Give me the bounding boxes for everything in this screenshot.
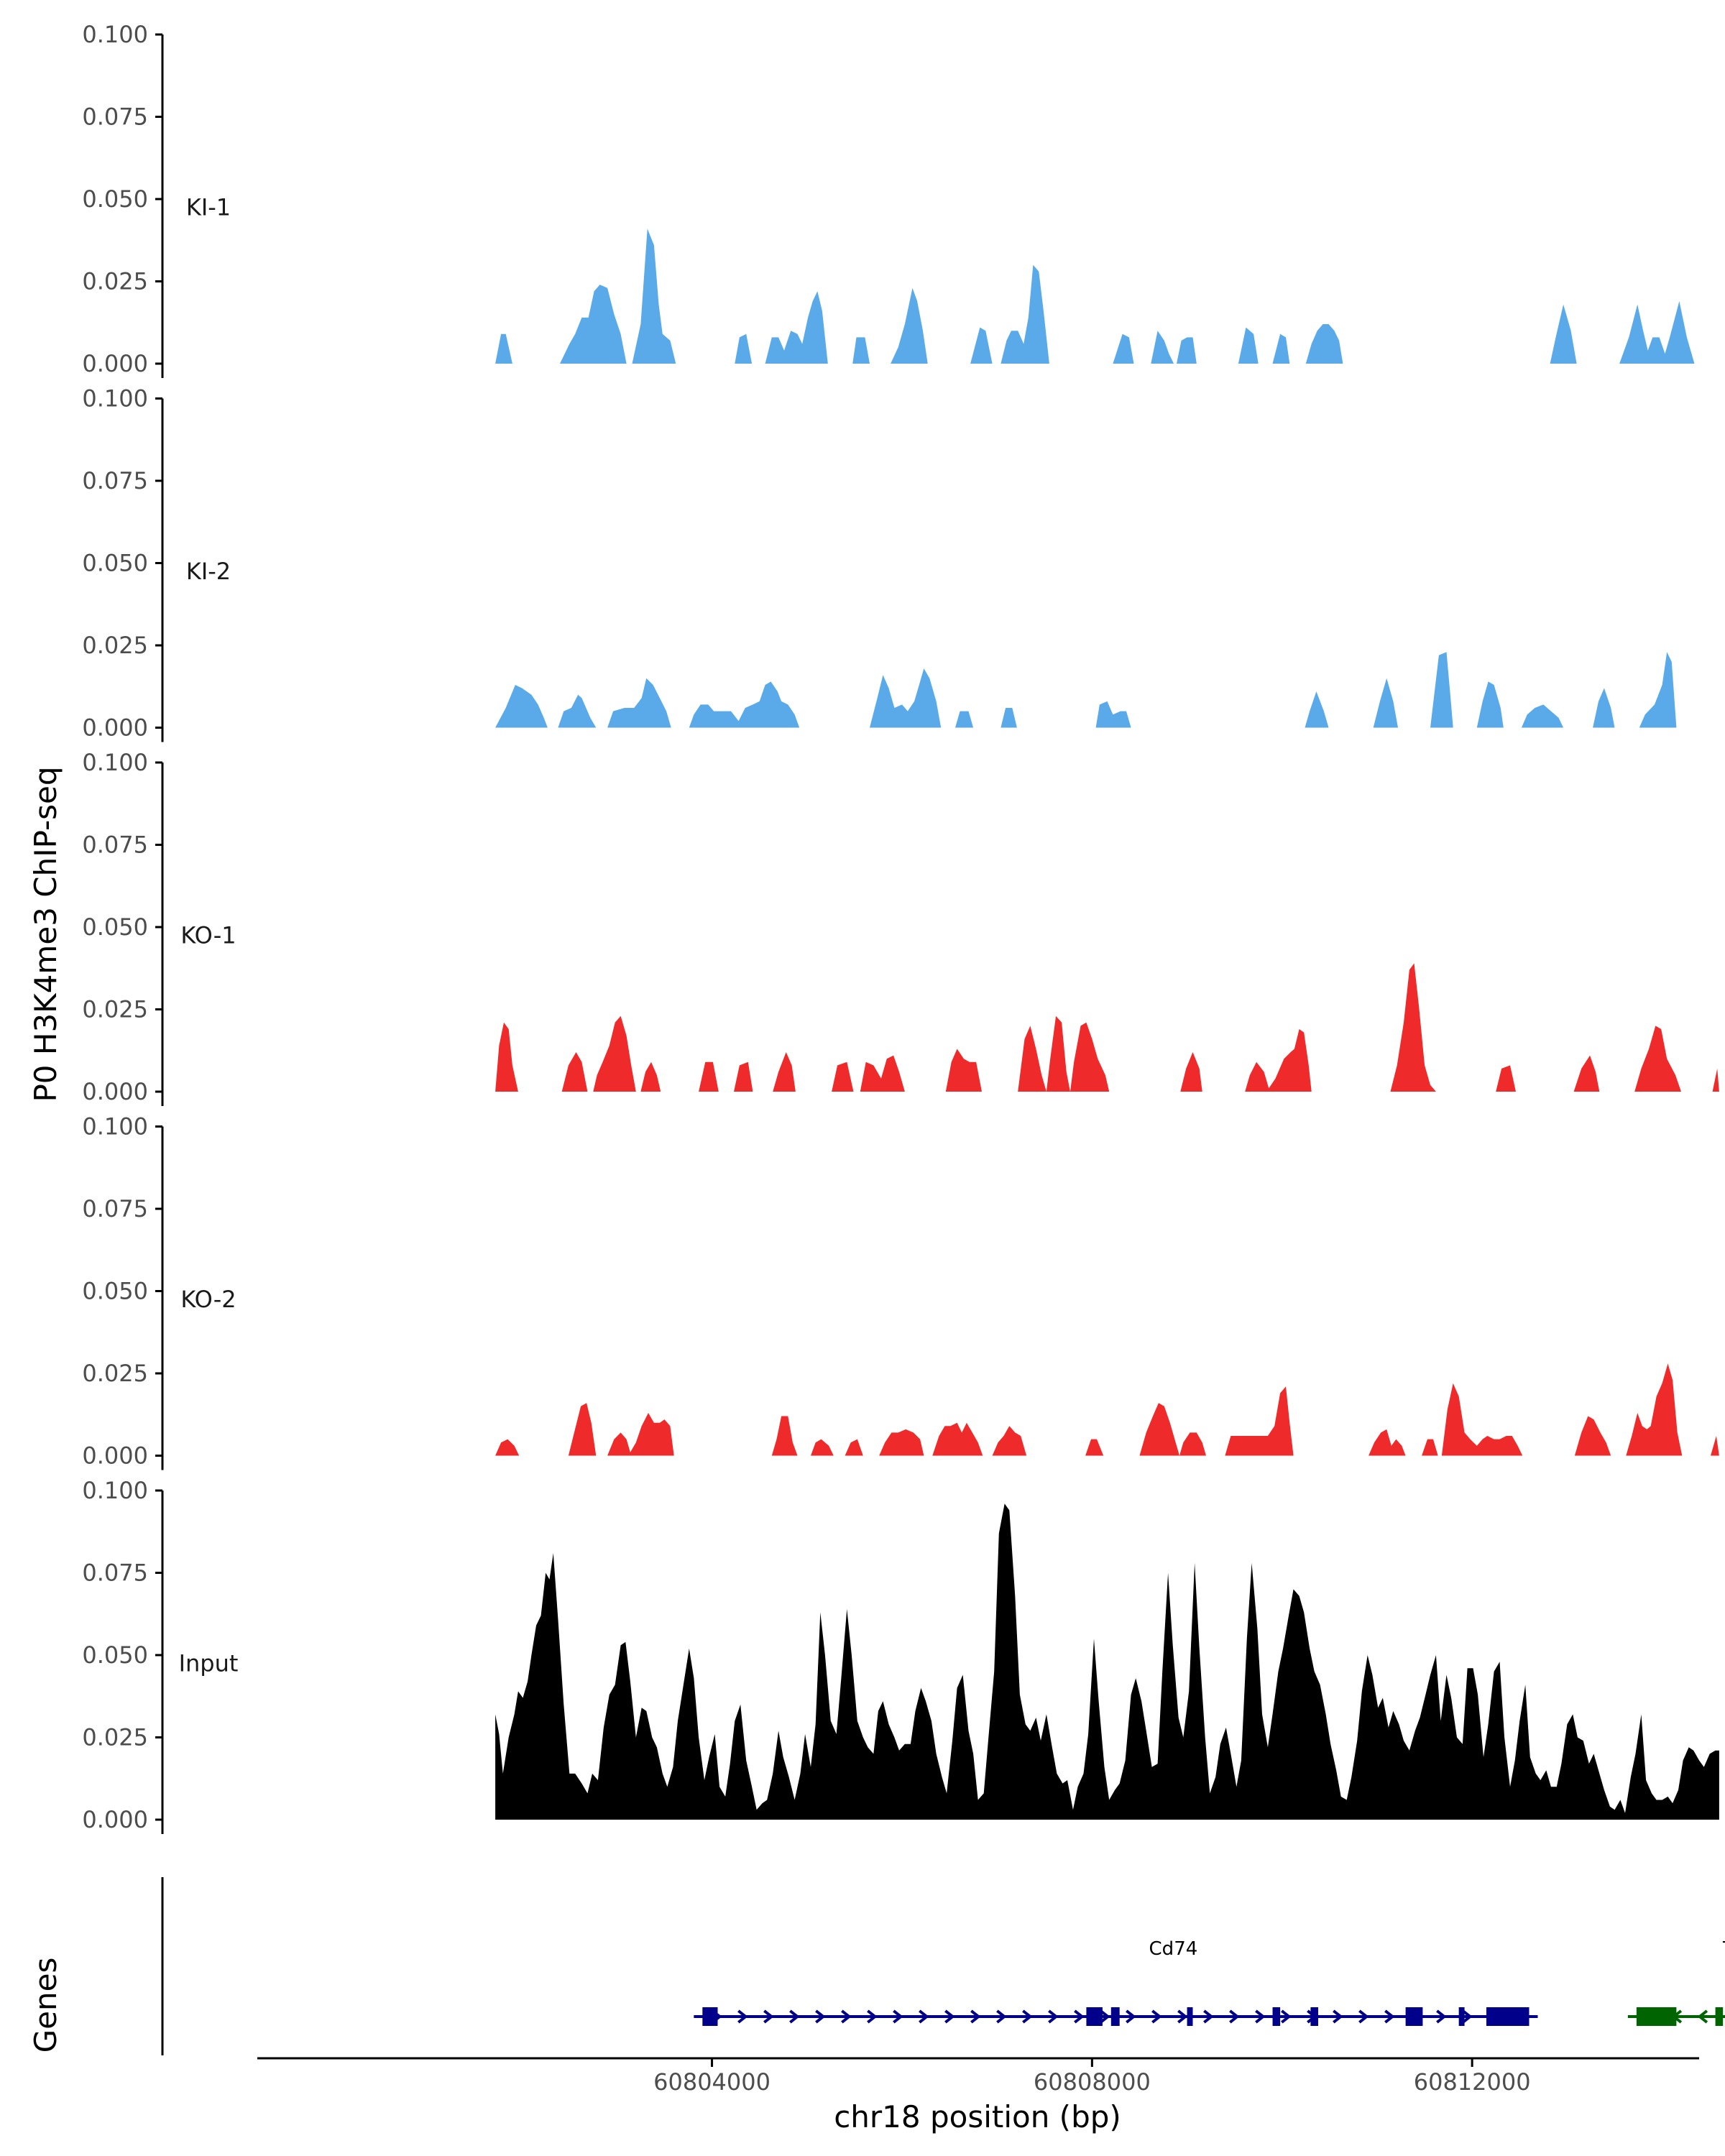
strand-arrow [737,2009,748,2024]
y-tick-label: 0.000 [82,350,148,377]
y-tick-label: 0.100 [82,749,148,776]
strand-arrow [1462,2009,1473,2024]
x-axis-title: chr18 position (bp) [834,2099,1121,2134]
strand-arrow [1048,2009,1059,2024]
strand-arrow [789,2009,800,2024]
y-tick-label: 0.050 [82,913,148,941]
track-label-ko-1: KO-1 [180,921,236,949]
strand-arrow [1126,2009,1136,2024]
gene-annotation-track: Cd74 Tcof1 [161,1877,1725,2055]
strand-arrow [1151,2009,1162,2024]
strand-arrow [1358,2009,1369,2024]
strand-arrow [1697,2009,1708,2024]
exon-block [1636,2007,1677,2026]
track-label-ko-2: KO-2 [180,1286,236,1313]
y-tick-label: 0.025 [82,996,148,1023]
y-tick-label: 0.050 [82,550,148,577]
gene-label-tcof1: Tcof1 [1722,1938,1725,1960]
strand-arrow [763,2009,774,2024]
exon-block [1715,2007,1724,2026]
strand-arrow [1255,2009,1266,2024]
exon-block [702,2007,718,2026]
strand-arrow [1022,2009,1033,2024]
strand-arrow [1333,2009,1343,2024]
exon-block [1486,2007,1530,2026]
y-tick-label: 0.050 [82,1278,148,1305]
strand-arrow [815,2009,826,2024]
strand-arrow [996,2009,1007,2024]
exon-block [1458,2007,1465,2026]
y-tick-label: 0.075 [82,103,148,131]
strand-arrow [1100,2009,1110,2024]
track-ko-1: 0.000 0.025 0.050 0.075 0.100 KO-1 [82,749,1719,1106]
strand-arrow [1281,2009,1292,2024]
genes-track-title: Genes [28,1958,63,2053]
strand-arrow [1436,2009,1447,2024]
exon-block [1110,2007,1120,2026]
strand-arrow [1384,2009,1395,2024]
signal-area-ki-1 [495,229,1695,364]
signal-area-ko-1 [495,963,1719,1092]
strand-arrow [1229,2009,1240,2024]
track-label-ki-1: KI-1 [186,193,231,221]
track-ki-1: 0.000 0.025 0.050 0.075 0.100 KI-1 [82,21,1695,378]
strand-arrow [1074,2009,1085,2024]
x-tick-label: 60804000 [653,2068,770,2096]
y-tick-label: 0.050 [82,1641,148,1669]
exon-block [1187,2007,1193,2026]
strand-arrow [1203,2009,1214,2024]
strand-arrow [1177,2009,1188,2024]
y-tick-label: 0.075 [82,467,148,494]
y-tick-label: 0.000 [82,714,148,742]
y-tick-label: 0.100 [82,385,148,413]
signal-area-input [495,1503,1719,1820]
track-ko-2: 0.000 0.025 0.050 0.075 0.100 KO-2 [82,1113,1719,1470]
gene-label-cd74: Cd74 [1149,1938,1198,1960]
track-ki-2: 0.000 0.025 0.050 0.075 0.100 KI-2 [82,385,1681,742]
track-label-ki-2: KI-2 [186,558,231,585]
signal-area-ko-2 [495,1363,1719,1456]
x-tick-label: 60812000 [1414,2068,1531,2096]
y-tick-label: 0.075 [82,831,148,859]
y-tick-label: 0.000 [82,1078,148,1105]
y-tick-label: 0.075 [82,1195,148,1222]
y-tick-label: 0.100 [82,1113,148,1141]
strand-arrow [893,2009,903,2024]
gene-cd74: Cd74 [694,1938,1538,2026]
y-tick-label: 0.050 [82,185,148,213]
y-tick-label: 0.100 [82,21,148,48]
y-tick-label: 0.025 [82,632,148,659]
track-input: 0.000 0.025 0.050 0.075 0.100 Input [82,1477,1719,1834]
exon-block [1272,2007,1281,2026]
exon-block [1086,2007,1103,2026]
strand-arrow [970,2009,981,2024]
x-tick-label: 60808000 [1034,2068,1151,2096]
y-tick-label: 0.025 [82,268,148,295]
strand-arrow [841,2009,852,2024]
y-tick-label: 0.100 [82,1477,148,1504]
y-axis-title: P0 H3K4me3 ChIP-seq [28,766,63,1102]
y-tick-label: 0.075 [82,1560,148,1587]
strand-arrow [867,2009,878,2024]
x-axis: 60804000 60808000 60812000 [257,2057,1699,2096]
y-tick-label: 0.025 [82,1724,148,1751]
signal-area-ki-2 [495,652,1681,728]
gene-tcof1: Tcof1 [1627,1938,1725,2026]
y-tick-label: 0.000 [82,1442,148,1470]
chip-seq-tracks: 0.0000.0250.0500.0750.100KI-10.0000.0250… [82,21,1719,1834]
exon-block [1405,2007,1423,2026]
track-label-input: Input [179,1649,239,1677]
strand-arrow [944,2009,955,2024]
y-tick-label: 0.025 [82,1360,148,1387]
y-tick-label: 0.000 [82,1806,148,1833]
strand-arrow [919,2009,929,2024]
exon-block [1310,2007,1318,2026]
